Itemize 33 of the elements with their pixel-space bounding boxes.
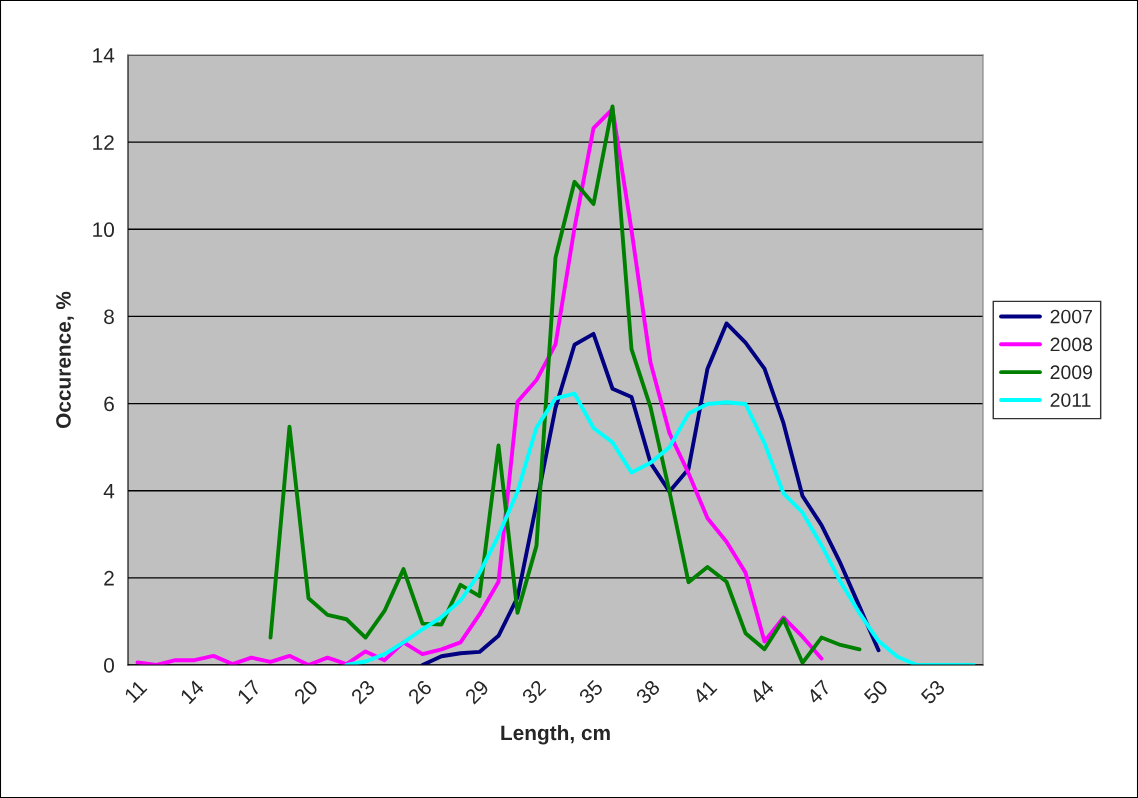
x-tick-label: 53: [920, 679, 946, 705]
legend-label: 2008: [1050, 337, 1093, 352]
x-tick-label: 17: [236, 679, 262, 705]
y-tick-label: 10: [93, 222, 114, 238]
legend-label: 2011: [1050, 393, 1091, 407]
y-tick-label: 4: [103, 483, 115, 499]
x-axis-title: Length, cm: [501, 724, 610, 745]
x-tick-label: 11: [123, 679, 148, 704]
x-tick-label: 32: [521, 679, 547, 705]
legend-label: 2007: [1050, 309, 1092, 324]
line-series: [268, 104, 862, 665]
y-tick-label: 8: [104, 309, 114, 325]
x-tick-label: 26: [407, 679, 433, 705]
x-tick-label: 14: [179, 679, 205, 705]
line-series: [420, 321, 881, 665]
line-series: [344, 391, 976, 665]
x-tick-label: 41: [692, 679, 718, 705]
y-tick-label: 2: [104, 570, 114, 586]
x-tick-label: 44: [749, 679, 775, 705]
x-tick-label: 29: [464, 679, 490, 705]
y-tick-label: 12: [93, 135, 114, 150]
x-tick-label: 20: [293, 679, 319, 705]
x-tick-label: 38: [635, 679, 661, 705]
x-tick-label: 23: [350, 679, 376, 705]
y-axis-title: Occurence, %: [56, 291, 74, 429]
x-tick-label: 47: [806, 679, 832, 705]
y-tick-label: 14: [93, 48, 115, 63]
x-tick-label: 35: [578, 679, 604, 705]
x-tick-label: 50: [863, 679, 889, 705]
y-tick-label: 6: [104, 396, 114, 412]
legend-label: 2009: [1050, 365, 1092, 380]
y-tick-label: 0: [104, 658, 114, 673]
line-series: [135, 107, 824, 665]
